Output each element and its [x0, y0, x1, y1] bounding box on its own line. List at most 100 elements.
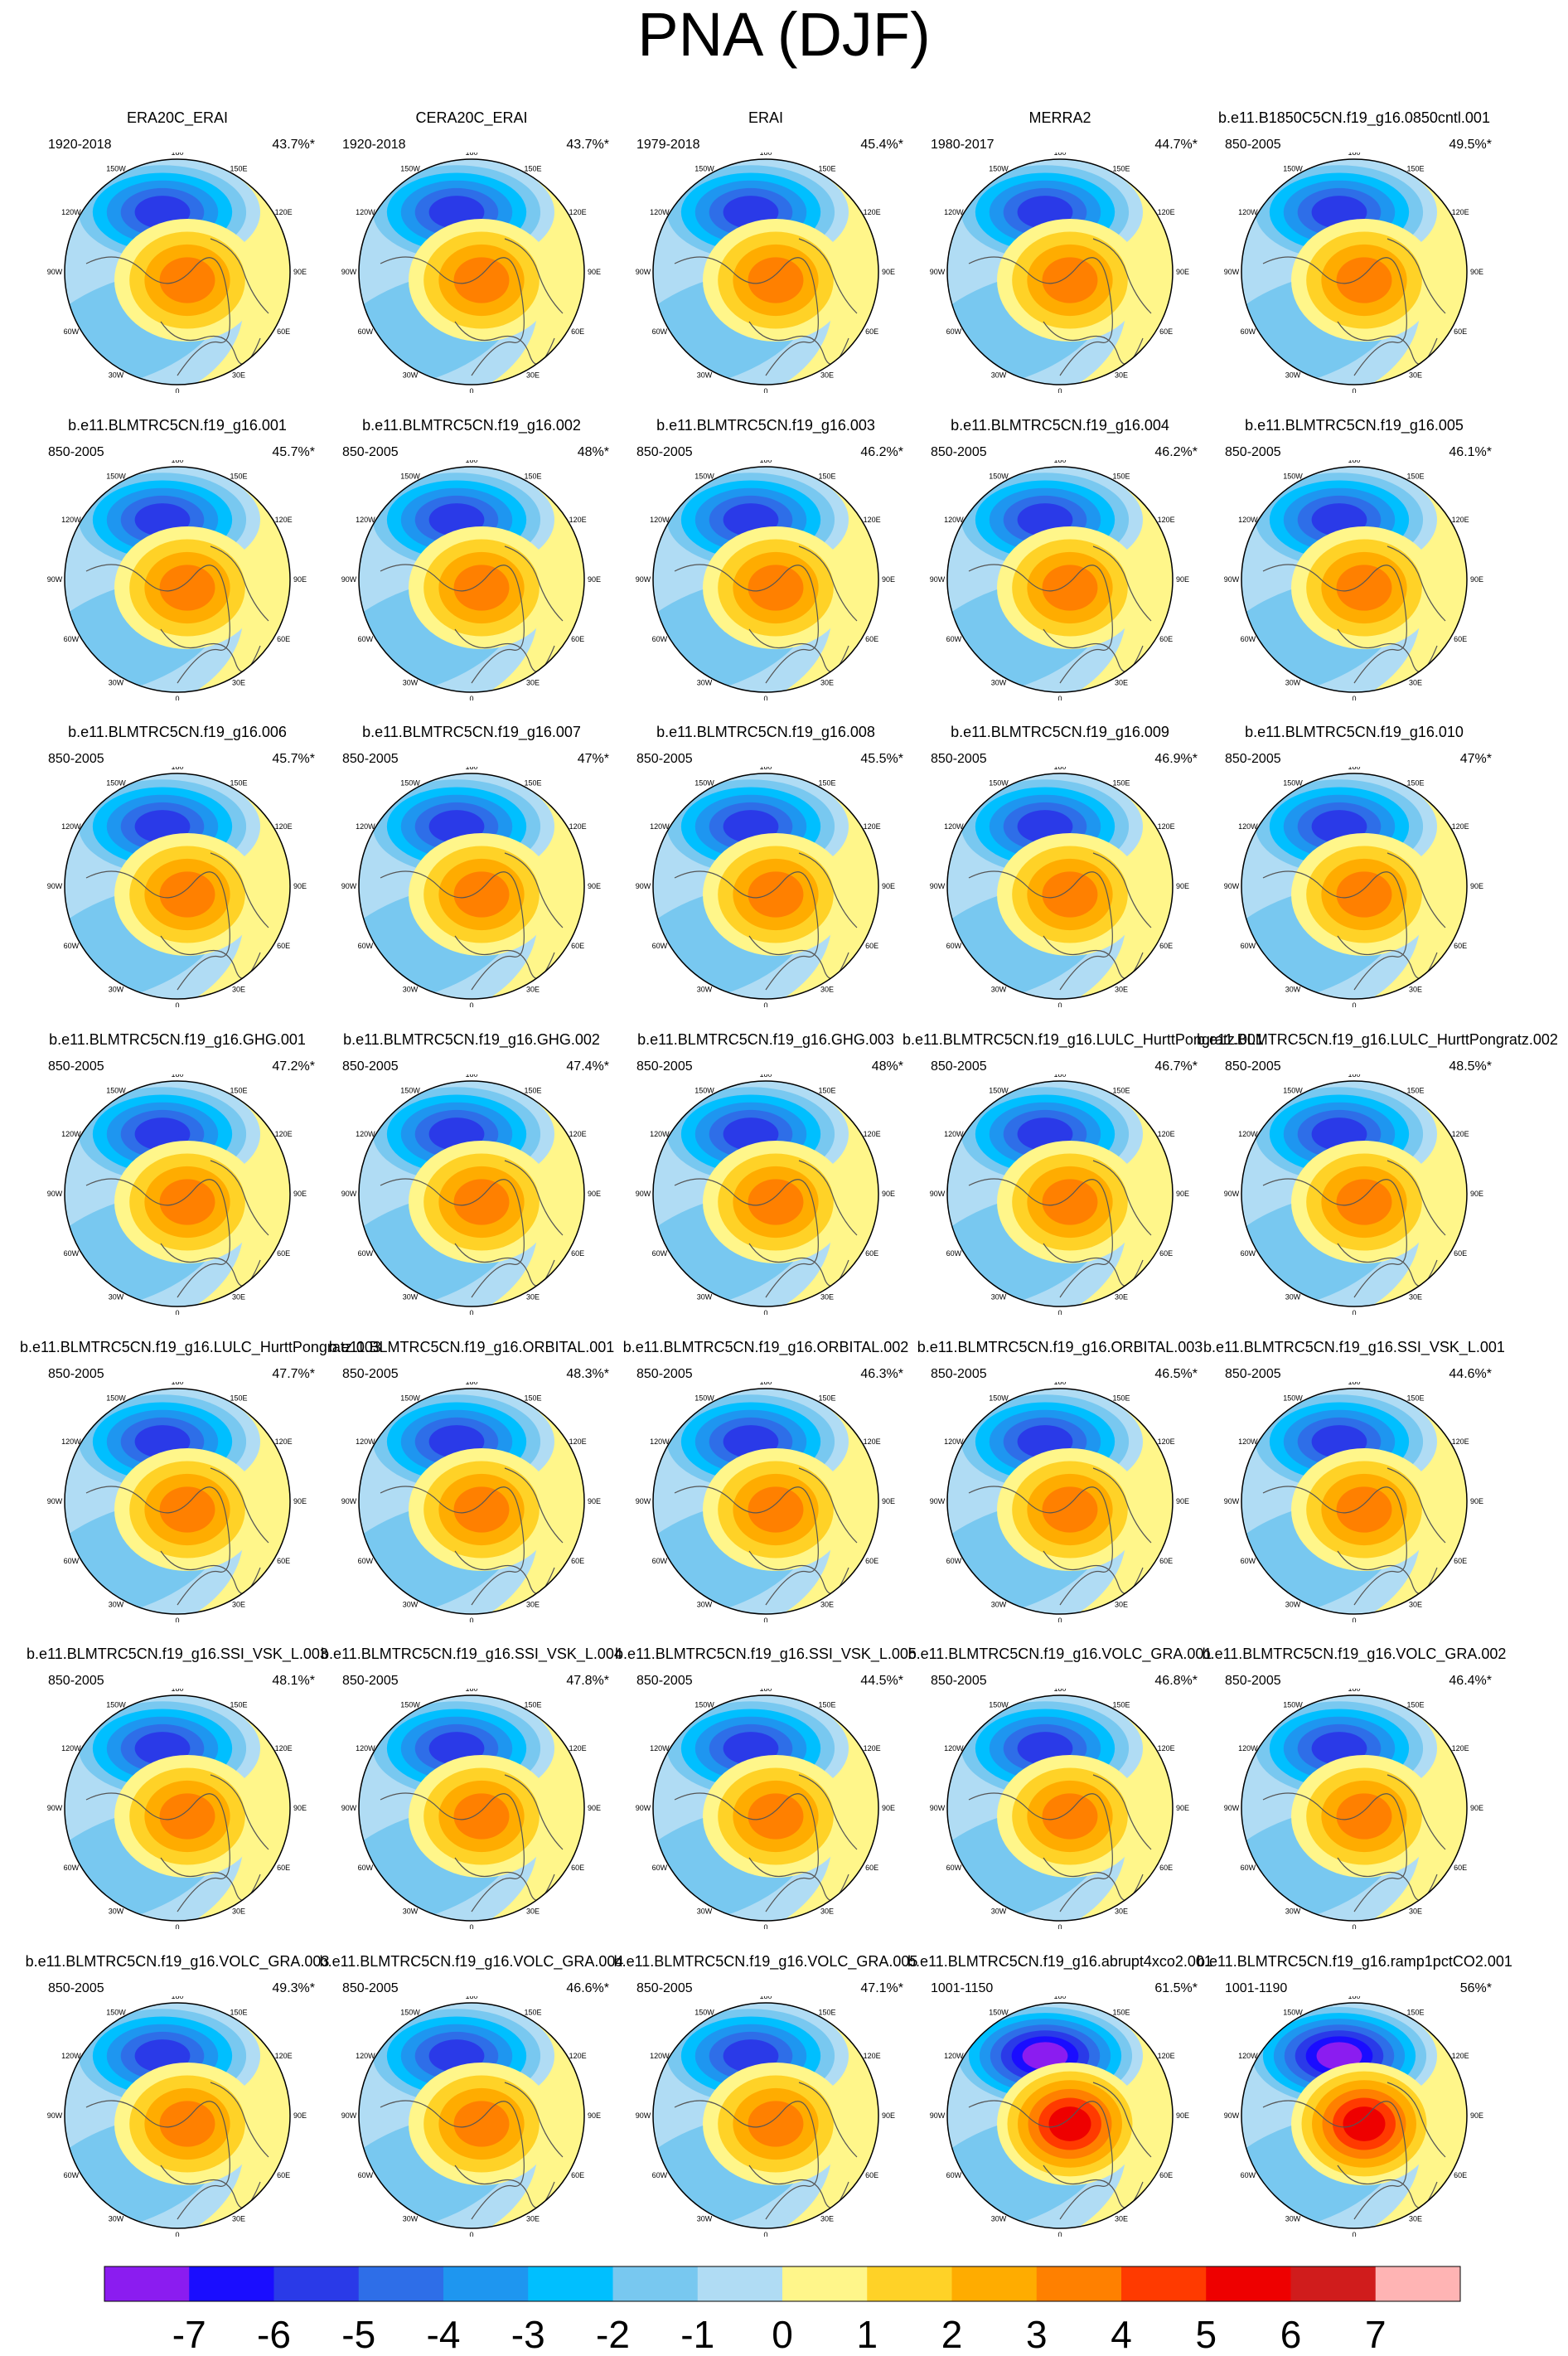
longitude-label: 120W	[61, 516, 81, 524]
longitude-label: 0	[1352, 1923, 1356, 1929]
longitude-label: 60E	[277, 327, 290, 336]
coastline	[1387, 1160, 1446, 1236]
longitude-label: 150E	[524, 1394, 541, 1402]
longitude-label: 90W	[1224, 2111, 1240, 2120]
longitude-label: 120W	[1238, 208, 1258, 216]
longitude-label: 90W	[636, 882, 651, 890]
longitude-label: 60W	[652, 1557, 668, 1565]
longitude-label: 180	[1348, 767, 1360, 771]
map-border	[1241, 2002, 1468, 2229]
colorbar-swatch	[1036, 2266, 1122, 2301]
longitude-label: 60E	[571, 635, 584, 643]
panel-explained-variance: 47.8%*	[566, 1674, 609, 1688]
panel-explained-variance: 47%*	[577, 752, 609, 766]
longitude-label: 150E	[230, 472, 247, 480]
coastline	[380, 2100, 525, 2220]
longitude-label: 120W	[944, 2052, 964, 2060]
longitude-label: 120E	[1452, 516, 1469, 524]
longitude-label: 30E	[526, 1293, 540, 1302]
longitude-label: 60W	[652, 327, 668, 336]
longitude-label: 0	[1057, 2231, 1062, 2237]
longitude-label: 0	[763, 1617, 767, 1622]
polar-map: 180 150W 150E 120W 120E 90W 90E 60W 60E 30W 30E 0	[341, 767, 601, 1007]
longitude-label: 90E	[1176, 1804, 1189, 1812]
panel-explained-variance: 43.7%*	[566, 138, 609, 152]
longitude-label: 30W	[991, 1908, 1007, 1916]
panel-explained-variance: 47.4%*	[566, 1059, 609, 1074]
panel-years: 850-2005	[636, 1674, 693, 1688]
polar-map: 180 150W 150E 120W 120E 90W 90E 60W 60E 30W 30E 0	[636, 1996, 895, 2237]
longitude-label: 60W	[652, 2171, 668, 2179]
map-panel: b.e11.BLMTRC5CN.f19_g16.GHG.002 850-2005 4…	[322, 1031, 621, 1315]
longitude-label: 120W	[356, 1744, 375, 1752]
longitude-label: 0	[1057, 387, 1062, 393]
longitude-label: 180	[171, 1996, 183, 2000]
longitude-label: 90E	[1176, 882, 1189, 890]
longitude-label: 30W	[697, 679, 713, 687]
panel-explained-variance: 45.7%*	[272, 445, 315, 459]
longitude-label: 60E	[1454, 1864, 1467, 1872]
longitude-label: 60W	[652, 1864, 668, 1872]
longitude-label: 150W	[694, 164, 714, 172]
polar-map: 180 150W 150E 120W 120E 90W 90E 60W 60E 30W 30E 0	[47, 1689, 307, 1929]
longitude-label: 30W	[403, 371, 419, 380]
longitude-label: 30W	[1285, 371, 1301, 380]
coastline	[1262, 1178, 1407, 1298]
polar-map: 180 150W 150E 120W 120E 90W 90E 60W 60E 30W 30E 0	[47, 1382, 307, 1622]
longitude-label: 120W	[1238, 1744, 1258, 1752]
panel-years: 850-2005	[1225, 138, 1281, 152]
longitude-label: 120E	[569, 208, 587, 216]
map-panel: b.e11.BLMTRC5CN.f19_g16.GHG.003 850-2005 4…	[617, 1031, 915, 1315]
panel-title: b.e11.BLMTRC5CN.f19_g16.GHG.003	[637, 1031, 894, 1048]
polar-map: 180 150W 150E 120W 120E 90W 90E 60W 60E 30W 30E 0	[636, 1382, 895, 1622]
longitude-label: 90E	[882, 1804, 895, 1812]
colorbar-tick-label: 3	[1026, 2313, 1048, 2356]
panel-years: 850-2005	[931, 445, 987, 459]
longitude-label: 60E	[1454, 327, 1467, 336]
coastline	[1092, 2082, 1152, 2158]
longitude-label: 0	[469, 1309, 473, 1315]
panel-title: b.e11.BLMTRC5CN.f19_g16.ORBITAL.002	[622, 1339, 909, 1355]
longitude-label: 120E	[864, 516, 881, 524]
longitude-label: 120W	[944, 1437, 964, 1446]
longitude-label: 150W	[1283, 1086, 1303, 1094]
panel-title: b.e11.BLMTRC5CN.f19_g16.VOLC_GRA.005	[613, 1953, 918, 1970]
map-border	[64, 1694, 291, 1922]
colorbar-swatch	[358, 2266, 444, 2301]
longitude-label: 30E	[1409, 679, 1422, 687]
polar-map: 180 150W 150E 120W 120E 90W 90E 60W 60E 30W 30E 0	[636, 1689, 895, 1929]
longitude-label: 30E	[232, 679, 245, 687]
coastline	[798, 1774, 858, 1850]
longitude-label: 30E	[1409, 371, 1422, 380]
longitude-label: 90W	[47, 1804, 63, 1812]
longitude-label: 120W	[1238, 1437, 1258, 1446]
longitude-label: 120W	[61, 208, 81, 216]
map-border	[1241, 1388, 1468, 1615]
longitude-label: 150E	[230, 1394, 247, 1402]
longitude-label: 90E	[1176, 575, 1189, 584]
longitude-label: 180	[171, 767, 183, 771]
longitude-label: 90E	[588, 2111, 601, 2120]
map-panel: b.e11.BLMTRC5CN.f19_g16.VOLC_GRA.003 850-…	[26, 1953, 330, 2237]
colorbar-tick-label: 0	[772, 2313, 793, 2356]
longitude-label: 180	[1053, 767, 1066, 771]
panel-years: 850-2005	[48, 445, 104, 459]
panel-explained-variance: 47%*	[1459, 752, 1492, 766]
positive-contour	[1343, 2106, 1386, 2141]
longitude-label: 30W	[403, 986, 419, 994]
longitude-label: 120E	[569, 1130, 587, 1138]
longitude-label: 0	[763, 695, 767, 700]
longitude-label: 30W	[1285, 1601, 1301, 1609]
panel-title: b.e11.BLMTRC5CN.f19_g16.ORBITAL.001	[328, 1339, 615, 1355]
longitude-label: 30W	[109, 1601, 124, 1609]
longitude-label: 30E	[232, 1601, 245, 1609]
longitude-label: 90W	[47, 2111, 63, 2120]
polar-map: 180 150W 150E 120W 120E 90W 90E 60W 60E 30W 30E 0	[341, 1689, 601, 1929]
longitude-label: 60W	[946, 327, 962, 336]
longitude-label: 150W	[989, 1086, 1009, 1094]
panel-years: 850-2005	[342, 1674, 399, 1688]
longitude-label: 150E	[524, 1700, 541, 1709]
map-panel: b.e11.BLMTRC5CN.f19_g16.VOLC_GRA.004 850-…	[320, 1953, 624, 2237]
longitude-label: 150E	[230, 1086, 247, 1094]
polar-map: 180 150W 150E 120W 120E 90W 90E 60W 60E 30W 30E 0	[341, 1382, 601, 1622]
